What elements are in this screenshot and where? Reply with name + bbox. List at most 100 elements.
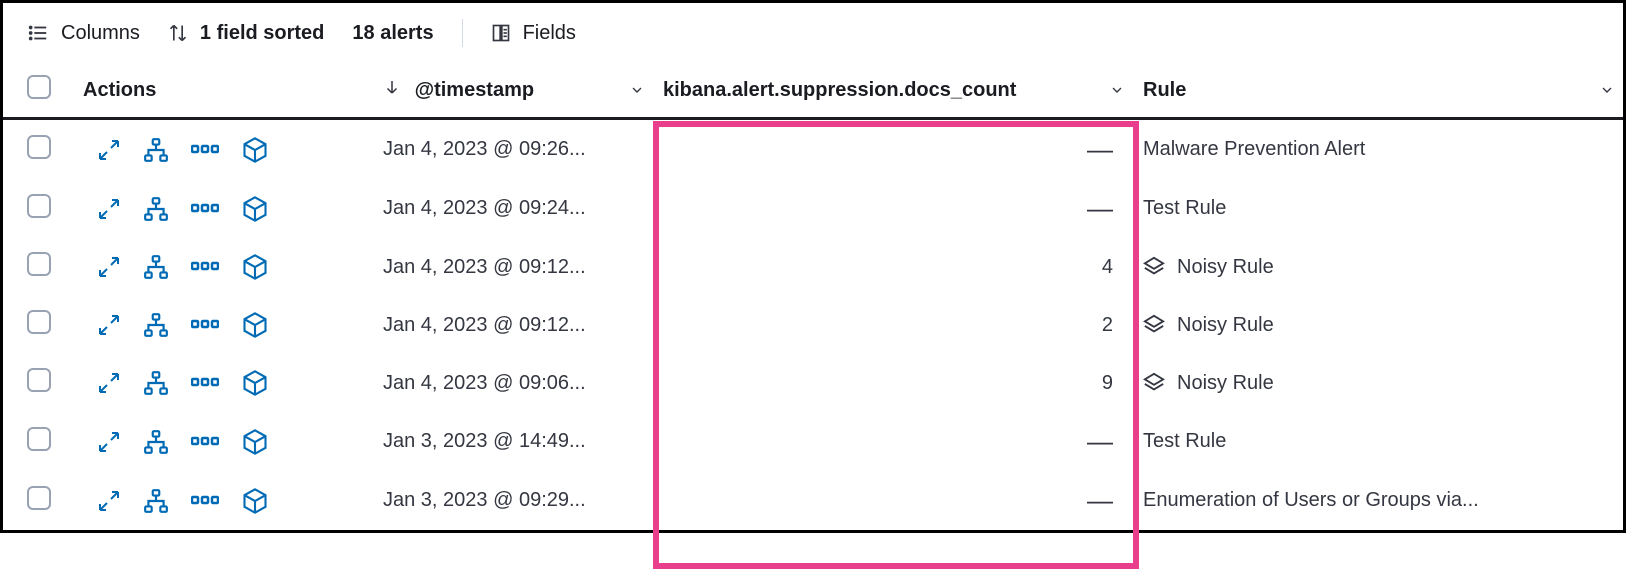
expand-icon[interactable] [97, 197, 121, 221]
layers-icon [1143, 256, 1165, 278]
row-checkbox[interactable] [27, 194, 51, 218]
cube-icon[interactable] [241, 253, 269, 281]
session-icon[interactable] [191, 430, 219, 454]
cube-icon[interactable] [241, 487, 269, 515]
cube-icon[interactable] [241, 369, 269, 397]
row-checkbox[interactable] [27, 310, 51, 334]
timestamp-cell: Jan 3, 2023 @ 14:49... [373, 412, 653, 471]
timestamp-cell: Jan 4, 2023 @ 09:12... [373, 238, 653, 296]
analyzer-icon[interactable] [143, 429, 169, 455]
toolbar-separator [462, 19, 463, 47]
docs-count-cell: — [653, 412, 1133, 471]
timestamp-cell: Jan 4, 2023 @ 09:12... [373, 296, 653, 354]
alerts-count-label: 18 alerts [352, 22, 433, 45]
timestamp-cell: Jan 4, 2023 @ 09:24... [373, 179, 653, 238]
docs-count-header[interactable]: kibana.alert.suppression.docs_count [653, 63, 1133, 119]
table-header-row: Actions @timestamp kibana.alert.suppress… [3, 63, 1623, 119]
select-all-checkbox[interactable] [27, 75, 51, 99]
sort-button[interactable]: 1 field sorted [168, 22, 324, 45]
rule-label: Noisy Rule [1177, 372, 1274, 395]
row-checkbox[interactable] [27, 368, 51, 392]
row-actions [83, 253, 363, 281]
analyzer-icon[interactable] [143, 312, 169, 338]
fields-label: Fields [523, 22, 576, 45]
table-row: Jan 3, 2023 @ 09:29... — Enumeration of … [3, 471, 1623, 530]
row-checkbox[interactable] [27, 252, 51, 276]
docs-count-header-label: kibana.alert.suppression.docs_count [663, 79, 1016, 101]
table-toolbar: Columns 1 field sorted 18 alerts Fields [3, 3, 1623, 63]
session-icon[interactable] [191, 255, 219, 279]
alerts-table: Actions @timestamp kibana.alert.suppress… [3, 63, 1623, 530]
row-actions [83, 311, 363, 339]
expand-icon[interactable] [97, 313, 121, 337]
expand-icon[interactable] [97, 138, 121, 162]
expand-icon[interactable] [97, 255, 121, 279]
chevron-down-icon[interactable] [629, 82, 645, 98]
analyzer-icon[interactable] [143, 488, 169, 514]
table-row: Jan 4, 2023 @ 09:24... — Test Rule [3, 179, 1623, 238]
rule-label: Noisy Rule [1177, 256, 1274, 279]
rule-header[interactable]: Rule [1133, 63, 1623, 119]
analyzer-icon[interactable] [143, 137, 169, 163]
timestamp-cell: Jan 4, 2023 @ 09:06... [373, 354, 653, 412]
docs-count-cell: — [653, 471, 1133, 530]
sort-icon [168, 23, 188, 43]
rule-label: Malware Prevention Alert [1143, 138, 1365, 161]
sorted-label: 1 field sorted [200, 22, 324, 45]
session-icon[interactable] [191, 371, 219, 395]
expand-icon[interactable] [97, 430, 121, 454]
analyzer-icon[interactable] [143, 254, 169, 280]
actions-header: Actions [73, 63, 373, 119]
table-row: Jan 4, 2023 @ 09:12... 4 Noisy Rule [3, 238, 1623, 296]
session-icon[interactable] [191, 489, 219, 513]
select-all-header[interactable] [3, 63, 73, 119]
rule-cell: Malware Prevention Alert [1133, 119, 1623, 180]
rule-label: Test Rule [1143, 197, 1226, 220]
timestamp-header[interactable]: @timestamp [373, 63, 653, 119]
row-checkbox[interactable] [27, 427, 51, 451]
analyzer-icon[interactable] [143, 196, 169, 222]
list-icon [27, 22, 49, 44]
cube-icon[interactable] [241, 311, 269, 339]
layers-icon [1143, 314, 1165, 336]
rule-cell: Test Rule [1133, 412, 1623, 471]
row-checkbox[interactable] [27, 135, 51, 159]
cube-icon[interactable] [241, 195, 269, 223]
rule-label: Test Rule [1143, 430, 1226, 453]
columns-button[interactable]: Columns [27, 22, 140, 45]
rule-cell: Noisy Rule [1133, 238, 1623, 296]
chevron-down-icon[interactable] [1599, 82, 1615, 98]
rule-cell: Test Rule [1133, 179, 1623, 238]
expand-icon[interactable] [97, 489, 121, 513]
docs-count-cell: — [653, 179, 1133, 238]
row-actions [83, 136, 363, 164]
rule-label: Noisy Rule [1177, 314, 1274, 337]
arrow-down-icon [383, 78, 401, 96]
expand-icon[interactable] [97, 371, 121, 395]
fields-button[interactable]: Fields [491, 22, 576, 45]
cube-icon[interactable] [241, 136, 269, 164]
session-icon[interactable] [191, 138, 219, 162]
docs-count-cell: 4 [653, 238, 1133, 296]
timestamp-cell: Jan 3, 2023 @ 09:29... [373, 471, 653, 530]
rule-header-label: Rule [1143, 79, 1186, 101]
chevron-down-icon[interactable] [1109, 82, 1125, 98]
table-row: Jan 4, 2023 @ 09:06... 9 Noisy Rule [3, 354, 1623, 412]
fields-icon [491, 23, 511, 43]
session-icon[interactable] [191, 197, 219, 221]
table-wrap: Actions @timestamp kibana.alert.suppress… [3, 63, 1623, 530]
row-checkbox[interactable] [27, 486, 51, 510]
table-row: Jan 4, 2023 @ 09:26... — Malware Prevent… [3, 119, 1623, 180]
rule-label: Enumeration of Users or Groups via... [1143, 489, 1479, 512]
row-actions [83, 487, 363, 515]
timestamp-header-label: @timestamp [415, 79, 535, 101]
row-actions [83, 369, 363, 397]
layers-icon [1143, 372, 1165, 394]
row-actions [83, 428, 363, 456]
docs-count-cell: 9 [653, 354, 1133, 412]
session-icon[interactable] [191, 313, 219, 337]
analyzer-icon[interactable] [143, 370, 169, 396]
cube-icon[interactable] [241, 428, 269, 456]
timestamp-cell: Jan 4, 2023 @ 09:26... [373, 119, 653, 180]
docs-count-cell: — [653, 119, 1133, 180]
